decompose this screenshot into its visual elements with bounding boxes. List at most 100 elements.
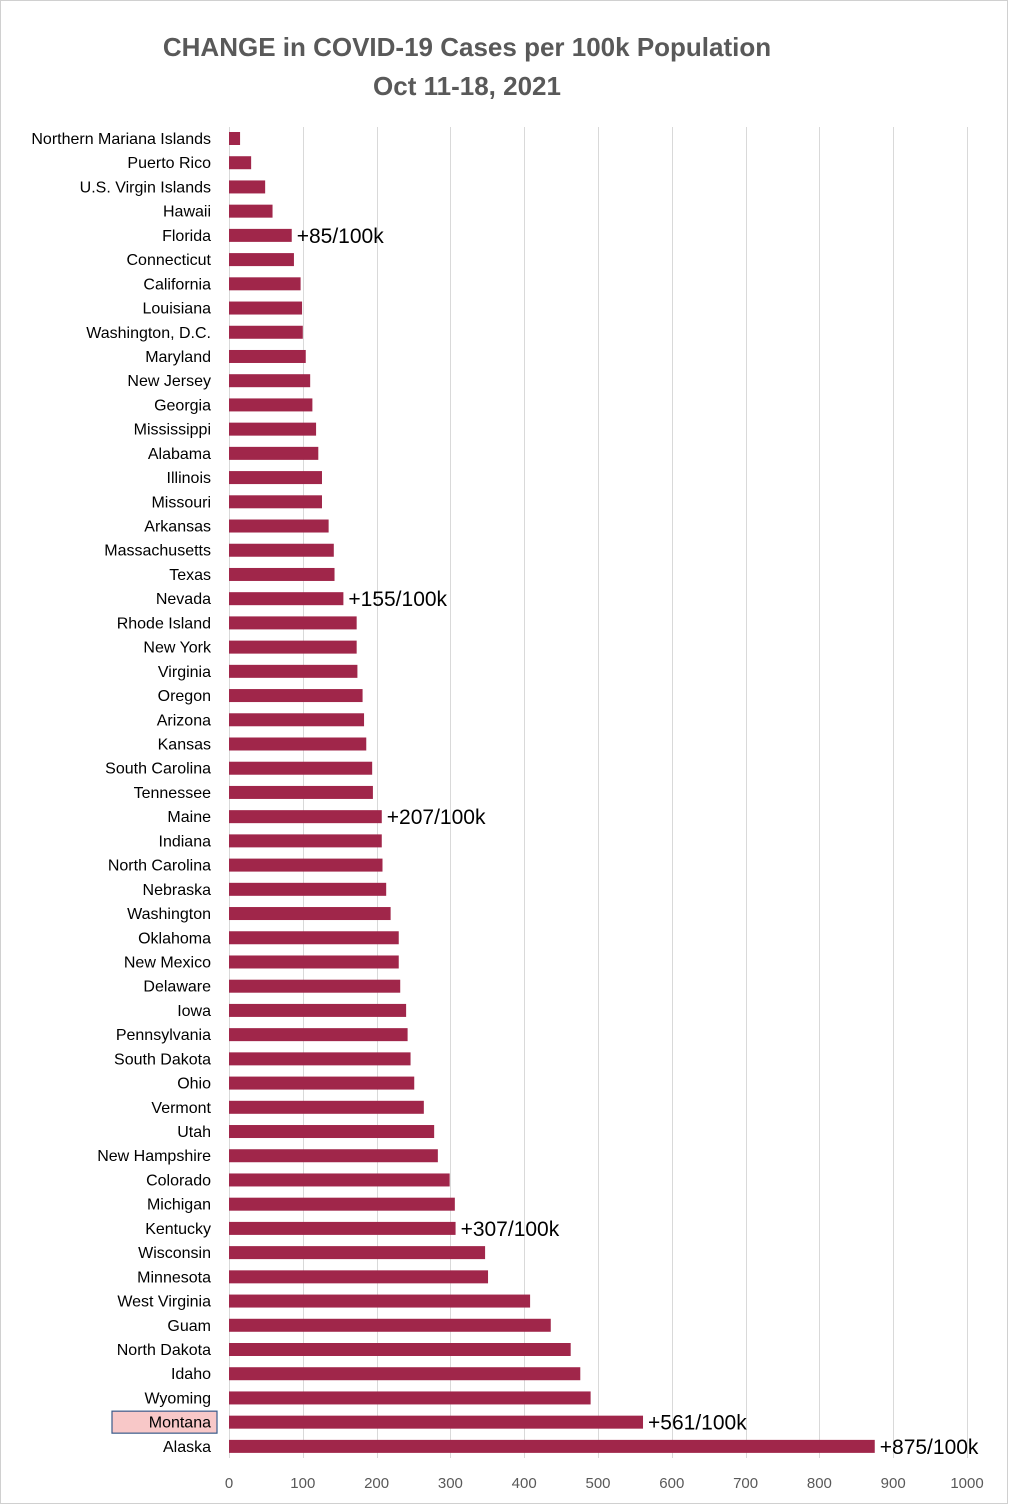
chart-frame: CHANGE in COVID-19 Cases per 100k Popula…: [0, 0, 1008, 1504]
data-label: +155/100k: [348, 588, 447, 611]
bar-u-s-virgin-islands: [229, 180, 266, 194]
category-label: Kentucky: [145, 1221, 211, 1238]
category-label: Oregon: [158, 688, 211, 705]
bar-guam: [229, 1318, 551, 1332]
category-label: Guam: [167, 1318, 211, 1335]
category-label: Connecticut: [127, 252, 212, 269]
bar-hawaii: [229, 204, 273, 218]
bar-massachusetts: [229, 543, 334, 557]
category-label: New Mexico: [124, 954, 211, 971]
bar-north-carolina: [229, 858, 383, 872]
category-label: Washington: [127, 906, 211, 923]
bar-washington-d-c: [229, 325, 303, 339]
category-label: West Virginia: [117, 1294, 211, 1311]
bar-florida: [229, 228, 292, 242]
x-tick-label: 500: [585, 1475, 610, 1492]
gridlines: [229, 127, 968, 1458]
category-label: Pennsylvania: [116, 1027, 211, 1044]
category-label: Utah: [177, 1124, 211, 1141]
bar-arkansas: [229, 519, 329, 533]
category-label: U.S. Virgin Islands: [80, 179, 211, 196]
category-label: Michigan: [147, 1197, 211, 1214]
category-label: South Carolina: [105, 761, 211, 778]
bar-ohio: [229, 1076, 415, 1090]
bar-oregon: [229, 689, 363, 703]
category-label: Indiana: [159, 833, 212, 850]
bar-texas: [229, 567, 335, 581]
bar-northern-mariana-islands: [229, 132, 241, 145]
category-label: Texas: [169, 567, 211, 584]
highlight-box: [111, 1410, 218, 1434]
bar-oklahoma: [229, 931, 399, 945]
data-label: +307/100k: [461, 1218, 560, 1241]
bar-new-hampshire: [229, 1149, 438, 1163]
x-tick-labels: 0 100 200 300 400 500 600 700 800 900 1000: [225, 1475, 984, 1492]
category-label: Wyoming: [144, 1390, 211, 1407]
category-label: Puerto Rico: [127, 155, 211, 172]
category-label: Idaho: [171, 1366, 211, 1383]
bar-rhode-island: [229, 616, 357, 630]
chart-title: CHANGE in COVID-19 Cases per 100k Popula…: [163, 32, 771, 62]
category-label: Nevada: [156, 591, 211, 608]
x-tick-label: 0: [225, 1475, 233, 1492]
bar-virginia: [229, 664, 358, 678]
category-label: Mississippi: [134, 422, 211, 439]
category-label: Hawaii: [163, 204, 211, 221]
bar-alaska: [229, 1439, 875, 1453]
bar-nevada: [229, 592, 344, 606]
bar-wisconsin: [229, 1246, 486, 1260]
bar-tennessee: [229, 785, 373, 799]
bar-wyoming: [229, 1391, 591, 1405]
category-label: South Dakota: [114, 1051, 211, 1068]
bar-mississippi: [229, 422, 317, 436]
data-label: +875/100k: [880, 1436, 979, 1459]
category-label: Illinois: [167, 470, 211, 487]
category-label: Georgia: [154, 397, 211, 414]
x-tick-label: 1000: [950, 1475, 983, 1492]
bar-louisiana: [229, 301, 303, 315]
data-label: +85/100k: [297, 225, 384, 248]
category-label: Colorado: [146, 1172, 211, 1189]
bar-maryland: [229, 349, 306, 363]
x-tick-label: 700: [733, 1475, 758, 1492]
category-label: Tennessee: [134, 785, 211, 802]
category-label: Vermont: [151, 1100, 211, 1117]
bar-michigan: [229, 1197, 455, 1211]
x-tick-label: 400: [512, 1475, 537, 1492]
bar-illinois: [229, 471, 322, 485]
bar-montana: [229, 1415, 644, 1429]
category-label: Massachusetts: [104, 543, 211, 560]
bar-vermont: [229, 1100, 424, 1114]
category-label: New Jersey: [127, 373, 211, 390]
bar-arizona: [229, 713, 365, 727]
x-tick-label: 200: [364, 1475, 389, 1492]
category-label: Florida: [162, 228, 211, 245]
category-label: Oklahoma: [138, 930, 211, 947]
category-label: North Dakota: [117, 1342, 211, 1359]
data-label: +561/100k: [648, 1412, 747, 1435]
category-label: Delaware: [143, 979, 211, 996]
category-label: Louisiana: [143, 301, 212, 318]
category-label: Maryland: [145, 349, 211, 366]
bar-iowa: [229, 1003, 407, 1017]
bar-connecticut: [229, 253, 294, 267]
bars: [229, 132, 875, 1453]
category-labels: Northern Mariana Islands Puerto Rico U.S. …: [31, 131, 218, 1456]
bar-kansas: [229, 737, 367, 751]
bar-south-dakota: [229, 1052, 411, 1066]
bar-washington: [229, 907, 391, 921]
category-label: Arkansas: [144, 519, 211, 536]
bar-new-york: [229, 640, 357, 654]
bar-new-jersey: [229, 374, 311, 388]
bar-west-virginia: [229, 1294, 531, 1308]
category-label: Minnesota: [137, 1269, 211, 1286]
chart-subtitle: Oct 11-18, 2021: [373, 71, 561, 101]
category-label: North Carolina: [108, 858, 211, 875]
category-label: Northern Mariana Islands: [31, 131, 211, 148]
x-tick-label: 100: [290, 1475, 315, 1492]
bar-nebraska: [229, 882, 387, 896]
bar-idaho: [229, 1367, 581, 1381]
category-label: New Hampshire: [97, 1148, 211, 1165]
category-label: Nebraska: [143, 882, 212, 899]
category-label: Alabama: [148, 446, 211, 463]
